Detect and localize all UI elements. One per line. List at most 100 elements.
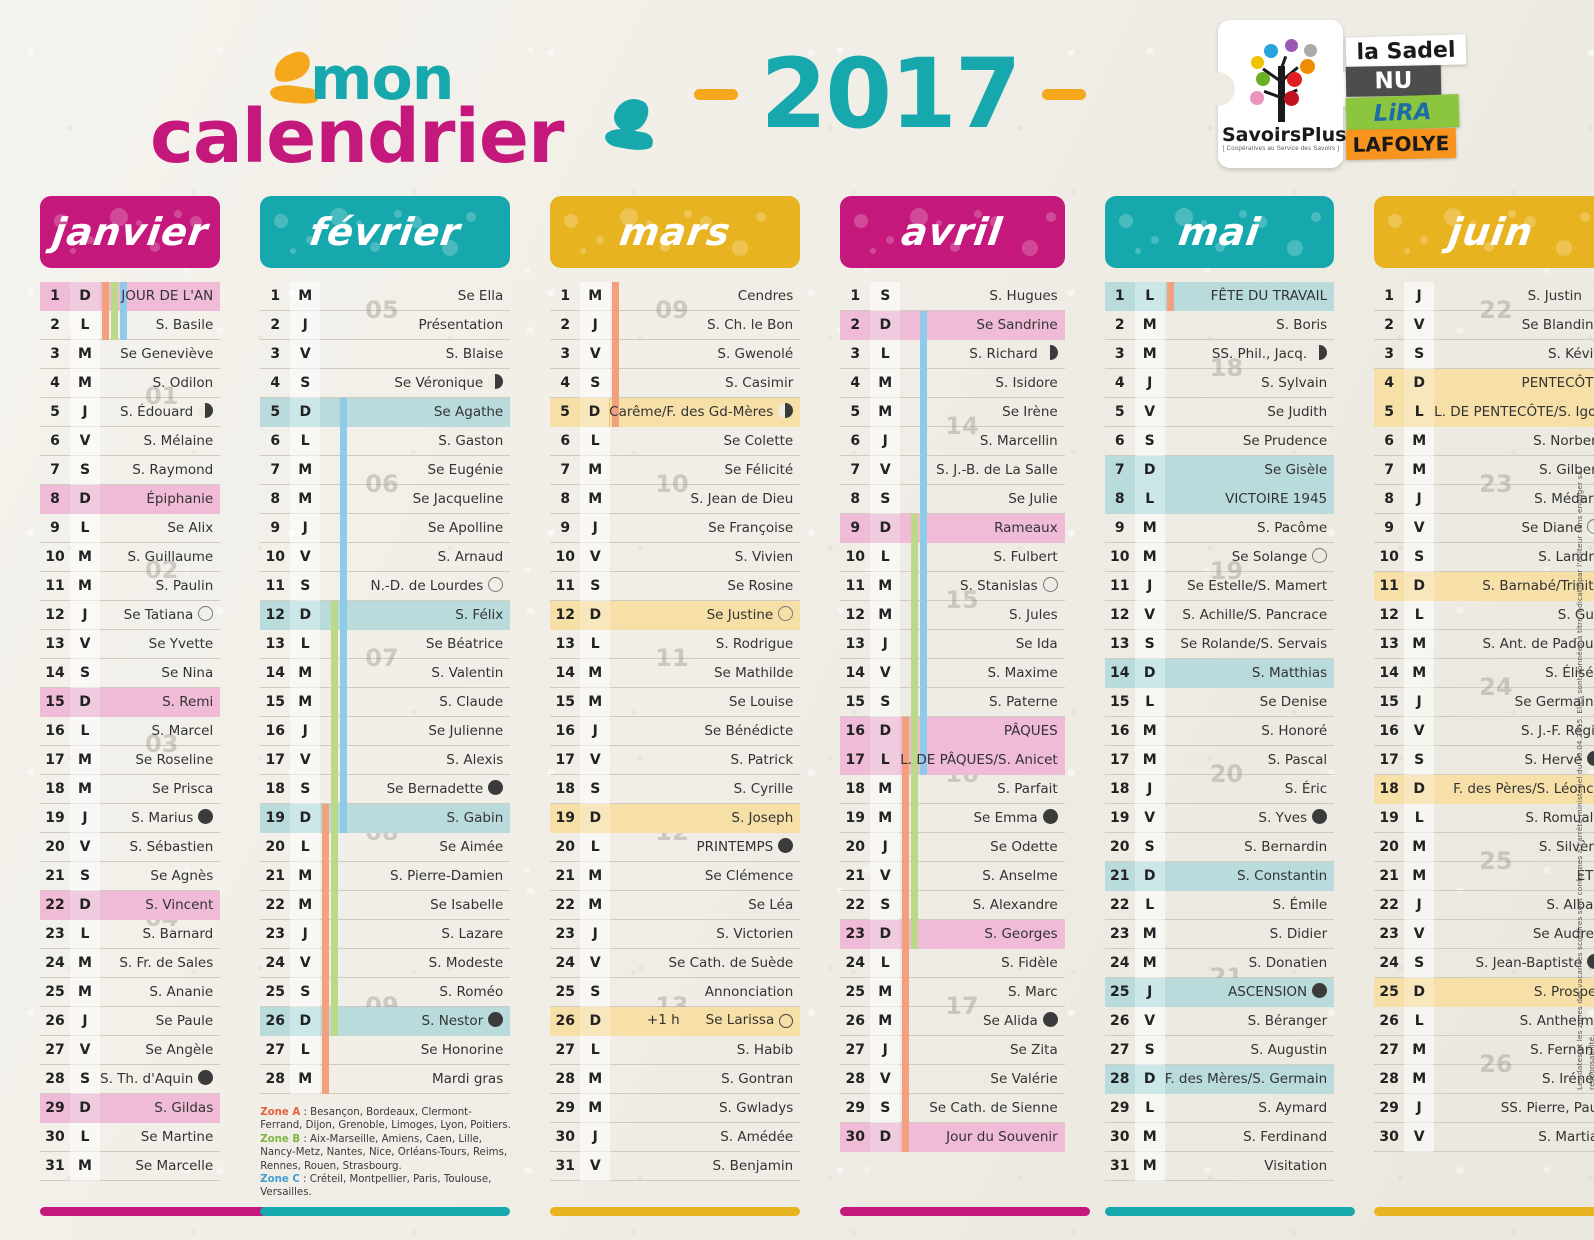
day-row[interactable]: 9 L Se Alix xyxy=(40,513,221,543)
day-row[interactable]: 3S S. Kévin xyxy=(1374,339,1594,369)
day-row[interactable]: 9 J Se Françoise xyxy=(550,513,801,543)
day-row[interactable]: 13 S Se Rolande/S. Servais xyxy=(1104,629,1335,659)
day-row[interactable]: 21 D S. Constantin xyxy=(1104,861,1335,891)
day-row[interactable]: 8 D Épiphanie xyxy=(40,484,221,514)
day-row[interactable]: 10 M Se Solange xyxy=(1104,542,1335,572)
day-row[interactable]: 9 V Se Diane xyxy=(1374,513,1594,543)
day-row[interactable]: 16 J Se Julienne xyxy=(260,716,511,746)
day-row[interactable]: 17 L L. DE PÂQUES/S. Anicet xyxy=(840,745,1065,775)
day-row[interactable]: 6 L S. Gaston xyxy=(260,426,511,456)
day-row[interactable]: 18 D F. des Pères/S. Léonce xyxy=(1374,774,1594,804)
day-row[interactable]: 17 S S. Hervé xyxy=(1374,745,1594,775)
day-row[interactable]: 22 S S. Alexandre xyxy=(840,890,1065,920)
day-row[interactable]: 15 M S. Claude xyxy=(260,687,511,717)
day-row[interactable]: 30 L Se Martine xyxy=(40,1122,221,1152)
day-row[interactable]: 23 V Se Audrey xyxy=(1374,919,1594,949)
day-row[interactable]: 10 L S. Fulbert xyxy=(840,542,1065,572)
day-row[interactable]: 20 L PRINTEMPS xyxy=(550,832,801,862)
day-row[interactable]: 27 M S. Fernand xyxy=(1374,1035,1594,1065)
day-row[interactable]: 11 S N.-D. de Lourdes xyxy=(260,571,511,601)
day-row[interactable]: 11 J Se Estelle/S. Mamert xyxy=(1104,571,1335,601)
day-row[interactable]: 27 L S. Habib xyxy=(550,1035,801,1065)
day-row[interactable]: 14 M Se Mathilde xyxy=(550,658,801,688)
day-row[interactable]: 31 V S. Benjamin xyxy=(550,1151,801,1181)
day-row[interactable]: 11 M S. Paulin xyxy=(40,571,221,601)
day-row[interactable]: 18 M Se Prisca xyxy=(40,774,221,804)
day-row[interactable]: 28 S S. Th. d'Aquin xyxy=(40,1064,221,1094)
day-row[interactable]: 24 V S. Modeste xyxy=(260,948,511,978)
day-row[interactable]: 26 L S. Anthelme xyxy=(1374,1006,1594,1036)
day-row[interactable]: 1 M Se Ella xyxy=(260,281,511,311)
day-row[interactable]: 7 D Se Gisèle xyxy=(1104,455,1335,485)
day-row[interactable]: 9 D Rameaux xyxy=(840,513,1065,543)
day-row[interactable]: 1 L FÊTE DU TRAVAIL xyxy=(1104,281,1335,311)
day-row[interactable]: 23 J S. Lazare xyxy=(260,919,511,949)
day-row[interactable]: 30 D Jour du Souvenir xyxy=(840,1122,1065,1152)
day-row[interactable]: 3 M Se Geneviève xyxy=(40,339,221,369)
day-row[interactable]: 24 V Se Cath. de Suède xyxy=(550,948,801,978)
day-row[interactable]: 15 L Se Denise xyxy=(1104,687,1335,717)
day-row[interactable]: 22 D S. Vincent xyxy=(40,890,221,920)
day-row[interactable]: 21 M S. Pierre-Damien xyxy=(260,861,511,891)
day-row[interactable]: 31 M Visitation xyxy=(1104,1151,1335,1181)
day-row[interactable]: 5 J S. Édouard xyxy=(40,397,221,427)
day-row[interactable]: 7 M Se Félicité xyxy=(550,455,801,485)
day-row[interactable]: 2 D Se Sandrine xyxy=(840,310,1065,340)
day-row[interactable]: 6 J S. Marcellin xyxy=(840,426,1065,456)
day-row[interactable]: 3 V S. Gwenolé xyxy=(550,339,801,369)
day-row[interactable]: 28 M S. Gontran xyxy=(550,1064,801,1094)
day-row[interactable]: 14 S Se Nina xyxy=(40,658,221,688)
day-row[interactable]: 3 M SS. Phil., Jacq. xyxy=(1104,339,1335,369)
day-row[interactable]: 14 M S. Valentin xyxy=(260,658,511,688)
day-row[interactable]: 23 J S. Victorien xyxy=(550,919,801,949)
day-row[interactable]: 29 M S. Gwladys xyxy=(550,1093,801,1123)
day-row[interactable]: 24 S S. Jean-Baptiste xyxy=(1374,948,1594,978)
day-row[interactable]: 30 J S. Amédée xyxy=(550,1122,801,1152)
day-row[interactable]: 23 L S. Barnard xyxy=(40,919,221,949)
day-row[interactable]: 12 M S. Jules xyxy=(840,600,1065,630)
day-row[interactable]: 24 L S. Fidèle xyxy=(840,948,1065,978)
day-row[interactable]: 26 D S. Nestor xyxy=(260,1006,511,1036)
day-row[interactable]: 16 J Se Bénédicte xyxy=(550,716,801,746)
day-row[interactable]: 13 L Se Béatrice xyxy=(260,629,511,659)
day-row[interactable]: 17 M Se Roseline xyxy=(40,745,221,775)
day-row[interactable]: 29 J SS. Pierre, Paul xyxy=(1374,1093,1594,1123)
day-row[interactable]: 18 J S. Éric xyxy=(1104,774,1335,804)
day-row[interactable]: 27 L Se Honorine xyxy=(260,1035,511,1065)
day-row[interactable]: 19 D S. Gabin xyxy=(260,803,511,833)
day-row[interactable]: 12 J Se Tatiana xyxy=(40,600,221,630)
day-row[interactable]: 7 V S. J.-B. de La Salle xyxy=(840,455,1065,485)
day-row[interactable]: 2 J S. Ch. le Bon xyxy=(550,310,801,340)
day-row[interactable]: 15 M Se Louise xyxy=(550,687,801,717)
day-row[interactable]: 20 M S. Silvère xyxy=(1374,832,1594,862)
day-row[interactable]: 28 M Mardi gras xyxy=(260,1064,511,1094)
day-row[interactable]: 7 M Se Eugénie xyxy=(260,455,511,485)
day-row[interactable]: 20 J Se Odette xyxy=(840,832,1065,862)
day-row[interactable]: 8 S Se Julie xyxy=(840,484,1065,514)
day-row[interactable]: 19 M Se Emma xyxy=(840,803,1065,833)
day-row[interactable]: 4 D PENTECÔTE xyxy=(1374,368,1594,398)
day-row[interactable]: 22 M Se Isabelle xyxy=(260,890,511,920)
day-row[interactable]: 3 V S. Blaise xyxy=(260,339,511,369)
day-row[interactable]: 15 D S. Remi xyxy=(40,687,221,717)
day-row[interactable]: 20 V S. Sébastien xyxy=(40,832,221,862)
day-row[interactable]: 4 S Se Véronique xyxy=(260,368,511,398)
day-row[interactable]: 4 J S. Sylvain xyxy=(1104,368,1335,398)
day-row[interactable]: 28 D F. des Mères/S. Germain xyxy=(1104,1064,1335,1094)
day-row[interactable]: 2 M S. Boris xyxy=(1104,310,1335,340)
day-row[interactable]: 27 V Se Angèle xyxy=(40,1035,221,1065)
day-row[interactable]: 9 J Se Apolline xyxy=(260,513,511,543)
day-row[interactable]: 10 V S. Arnaud xyxy=(260,542,511,572)
day-row[interactable]: 20 S S. Bernardin xyxy=(1104,832,1335,862)
day-row[interactable]: 18 S Se Bernadette xyxy=(260,774,511,804)
day-row[interactable]: 6 L Se Colette xyxy=(550,426,801,456)
day-row[interactable]: 21 M Se Clémence xyxy=(550,861,801,891)
day-row[interactable]: 16 L S. Marcel xyxy=(40,716,221,746)
day-row[interactable]: 7M S. Gilbert xyxy=(1374,455,1594,485)
day-row[interactable]: 21 S Se Agnès xyxy=(40,861,221,891)
day-row[interactable]: 12 L S. Guy xyxy=(1374,600,1594,630)
day-row[interactable]: 19 L S. Romuald xyxy=(1374,803,1594,833)
day-row[interactable]: 2 V Se Blandine xyxy=(1374,310,1594,340)
day-row[interactable]: 29 D S. Gildas xyxy=(40,1093,221,1123)
day-row[interactable]: 28 M S. Irénée xyxy=(1374,1064,1594,1094)
